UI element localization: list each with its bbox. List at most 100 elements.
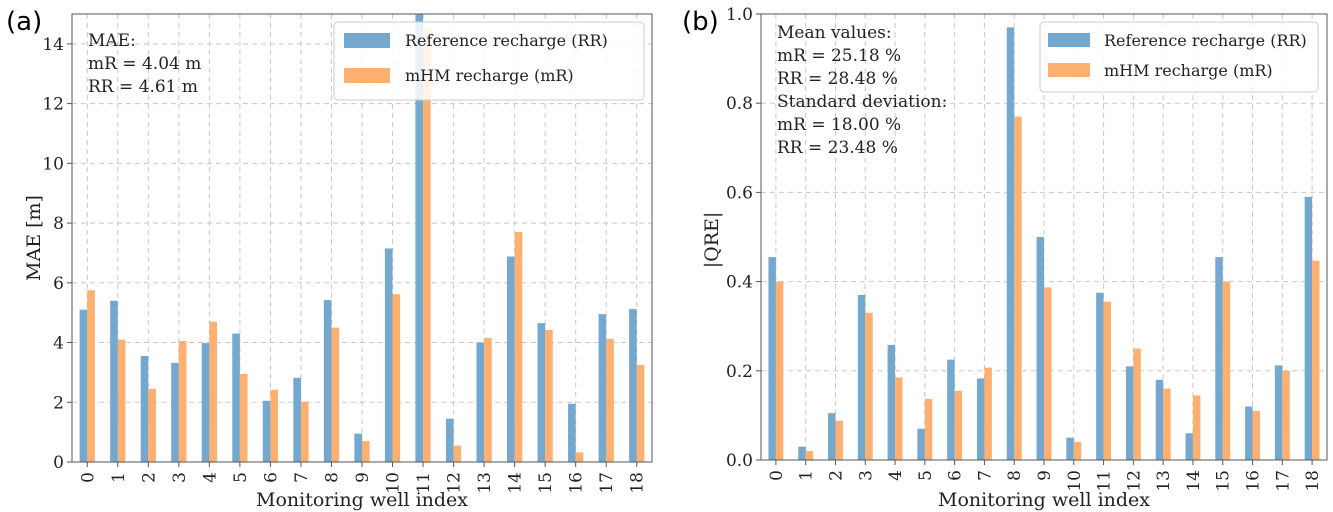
- x-tick-label: 11: [414, 472, 434, 494]
- bar-mr-12: [1133, 348, 1141, 460]
- y-tick-label: 0.8: [726, 94, 753, 114]
- bar-mr-9: [362, 441, 370, 462]
- bar-mr-14: [1192, 395, 1201, 460]
- bar-mr-0: [87, 290, 95, 462]
- y-tick-label: 4: [53, 334, 64, 354]
- annotation-b-line-6: RR = 23.48 %: [777, 138, 898, 158]
- x-tick-label: 10: [1065, 470, 1085, 492]
- bar-rr-13: [476, 342, 485, 462]
- bar-rr-11: [1096, 292, 1104, 460]
- bar-mr-8: [331, 327, 340, 462]
- bar-rr-7: [976, 378, 985, 460]
- legend-swatch-mr-a: [344, 68, 390, 83]
- annotation-b-line-5: mR = 18.00 %: [777, 115, 901, 135]
- x-tick-label: 4: [200, 472, 220, 483]
- y-tick-label: 1.0: [726, 5, 753, 25]
- legend-box-b: [1039, 21, 1319, 93]
- y-ticks-b: 0.0 0.2 0.4 0.6 0.8 1.0: [726, 5, 761, 471]
- y-tick-label: 0.2: [726, 362, 753, 382]
- bar-mr-10: [392, 294, 401, 462]
- x-tick-label: 8: [1005, 470, 1025, 481]
- x-tick-label: 6: [946, 470, 966, 481]
- legend-label-mr-b: mHM recharge (mR): [1104, 61, 1273, 80]
- y-axis-label-a: MAE [m]: [23, 195, 45, 281]
- x-tick-label: 7: [975, 470, 995, 481]
- y-tick-label: 8: [53, 214, 64, 234]
- bar-mr-0: [775, 281, 784, 460]
- bar-rr-14: [507, 256, 515, 462]
- x-tick-label: 17: [1273, 470, 1293, 492]
- y-tick-label: 10: [42, 154, 64, 174]
- bars-a: [79, 14, 645, 463]
- panel-b: (b) 0.00.20.40.60.81.0 0 1 2 3 4 5 6 7 8 9 10 11 12 1…: [682, 5, 1328, 511]
- bar-mr-16: [575, 452, 584, 462]
- x-tick-label: 5: [231, 472, 251, 483]
- bar-rr-10: [384, 248, 393, 462]
- bar-rr-14: [1185, 433, 1193, 460]
- x-tick-label: 15: [536, 472, 556, 494]
- annotation-b-line-2: mR = 25.18 %: [777, 46, 901, 66]
- bar-mr-7: [984, 367, 992, 460]
- bar-rr-11: [415, 14, 424, 462]
- bar-rr-2: [140, 355, 149, 462]
- x-tick-label: 13: [475, 472, 495, 494]
- bar-rr-13: [1155, 379, 1164, 460]
- bar-mr-14: [514, 232, 523, 462]
- bar-rr-12: [1125, 366, 1134, 460]
- legend-box-a: [333, 21, 645, 101]
- x-tick-label: 8: [322, 472, 342, 483]
- bar-mr-15: [1222, 281, 1231, 460]
- x-tick-label: 13: [1154, 470, 1174, 492]
- bar-rr-6: [262, 400, 271, 462]
- y-tick-label: 0.4: [726, 273, 753, 293]
- x-ticks-b: 0 1 2 3 4 5 6 7 8 9 10 11 12 13 14 15 16 17 18: [767, 460, 1323, 492]
- bar-mr-13: [484, 338, 492, 462]
- x-tick-label: 14: [506, 472, 526, 494]
- bar-mr-1: [117, 339, 126, 462]
- bar-mr-2: [835, 420, 843, 460]
- x-tick-label: 14: [1184, 470, 1204, 492]
- bar-rr-3: [857, 294, 866, 460]
- bar-rr-0: [768, 257, 776, 460]
- annotation-a-line-2: mR = 4.04 m: [88, 54, 201, 74]
- x-tick-label: 9: [1035, 470, 1055, 481]
- y-ticks-a: 0 2 4 6 8 10 12 14: [42, 35, 72, 473]
- x-tick-label: 4: [886, 470, 906, 481]
- bar-mr-6: [270, 389, 279, 462]
- x-tick-label: 12: [1124, 470, 1144, 492]
- bar-mr-3: [178, 341, 187, 462]
- annotation-b-line-3: RR = 28.48 %: [777, 69, 898, 89]
- x-axis-label-a: Monitoring well index: [256, 489, 468, 511]
- annotation-b-line-1: Mean values:: [777, 23, 892, 43]
- x-tick-label: 0: [78, 472, 98, 483]
- x-tick-label: 18: [628, 472, 648, 494]
- bar-mr-2: [148, 388, 156, 462]
- bar-rr-4: [201, 343, 210, 462]
- bar-rr-5: [232, 333, 240, 462]
- y-tick-label: 0: [53, 453, 64, 473]
- bar-mr-15: [545, 329, 553, 462]
- x-tick-label: 16: [567, 472, 587, 494]
- bar-rr-6: [947, 359, 955, 460]
- bar-rr-8: [323, 300, 332, 462]
- bar-mr-17: [1282, 370, 1290, 460]
- x-tick-label: 2: [139, 472, 159, 483]
- bar-rr-1: [798, 446, 806, 460]
- x-tick-label: 3: [170, 472, 190, 483]
- x-tick-label: 3: [856, 470, 876, 481]
- x-tick-label: 12: [445, 472, 465, 494]
- bar-rr-8: [1006, 27, 1015, 460]
- x-tick-label: 6: [261, 472, 281, 483]
- bar-rr-5: [917, 428, 925, 460]
- legend-swatch-mr-b: [1048, 63, 1090, 77]
- bar-mr-4: [895, 377, 903, 460]
- x-tick-label: 5: [916, 470, 936, 481]
- annotation-a-line-3: RR = 4.61 m: [88, 77, 198, 97]
- x-tick-label: 16: [1244, 470, 1264, 492]
- y-tick-label: 0.6: [726, 183, 753, 203]
- bars-b: [768, 27, 1320, 461]
- bar-rr-9: [354, 433, 362, 462]
- bar-mr-18: [1312, 260, 1320, 460]
- bar-mr-18: [636, 364, 645, 462]
